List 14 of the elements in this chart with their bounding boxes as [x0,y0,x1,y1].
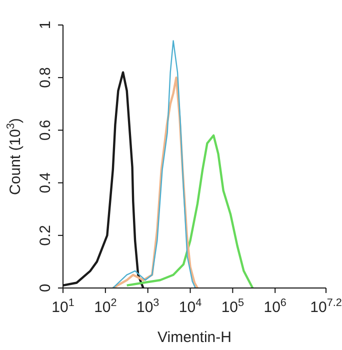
y-tick-label: 0.8 [37,67,54,88]
x-tick-label: 10$^{3}$ [136,297,160,316]
x-tick-label: 10$^{5}$ [221,297,244,316]
x-tick-label: 10$^{6}$ [264,297,286,316]
y-tick-label: 0.6 [37,120,54,141]
x-tick-label: 10$^{2}$ [94,297,117,316]
y-tick-label: 0 [37,284,54,292]
y-tick-label: 0.2 [37,224,54,246]
x-tick-label: 10$^{7.2}$ [310,297,342,316]
y-tick-label: 1 [37,20,54,30]
x-axis-title: Vimentin-H [158,329,232,346]
x-tick-label: 10$^{4}$ [178,297,202,316]
x-tick-label: 10$^{1}$ [52,297,74,316]
y-tick-label: 0.4 [37,172,54,194]
